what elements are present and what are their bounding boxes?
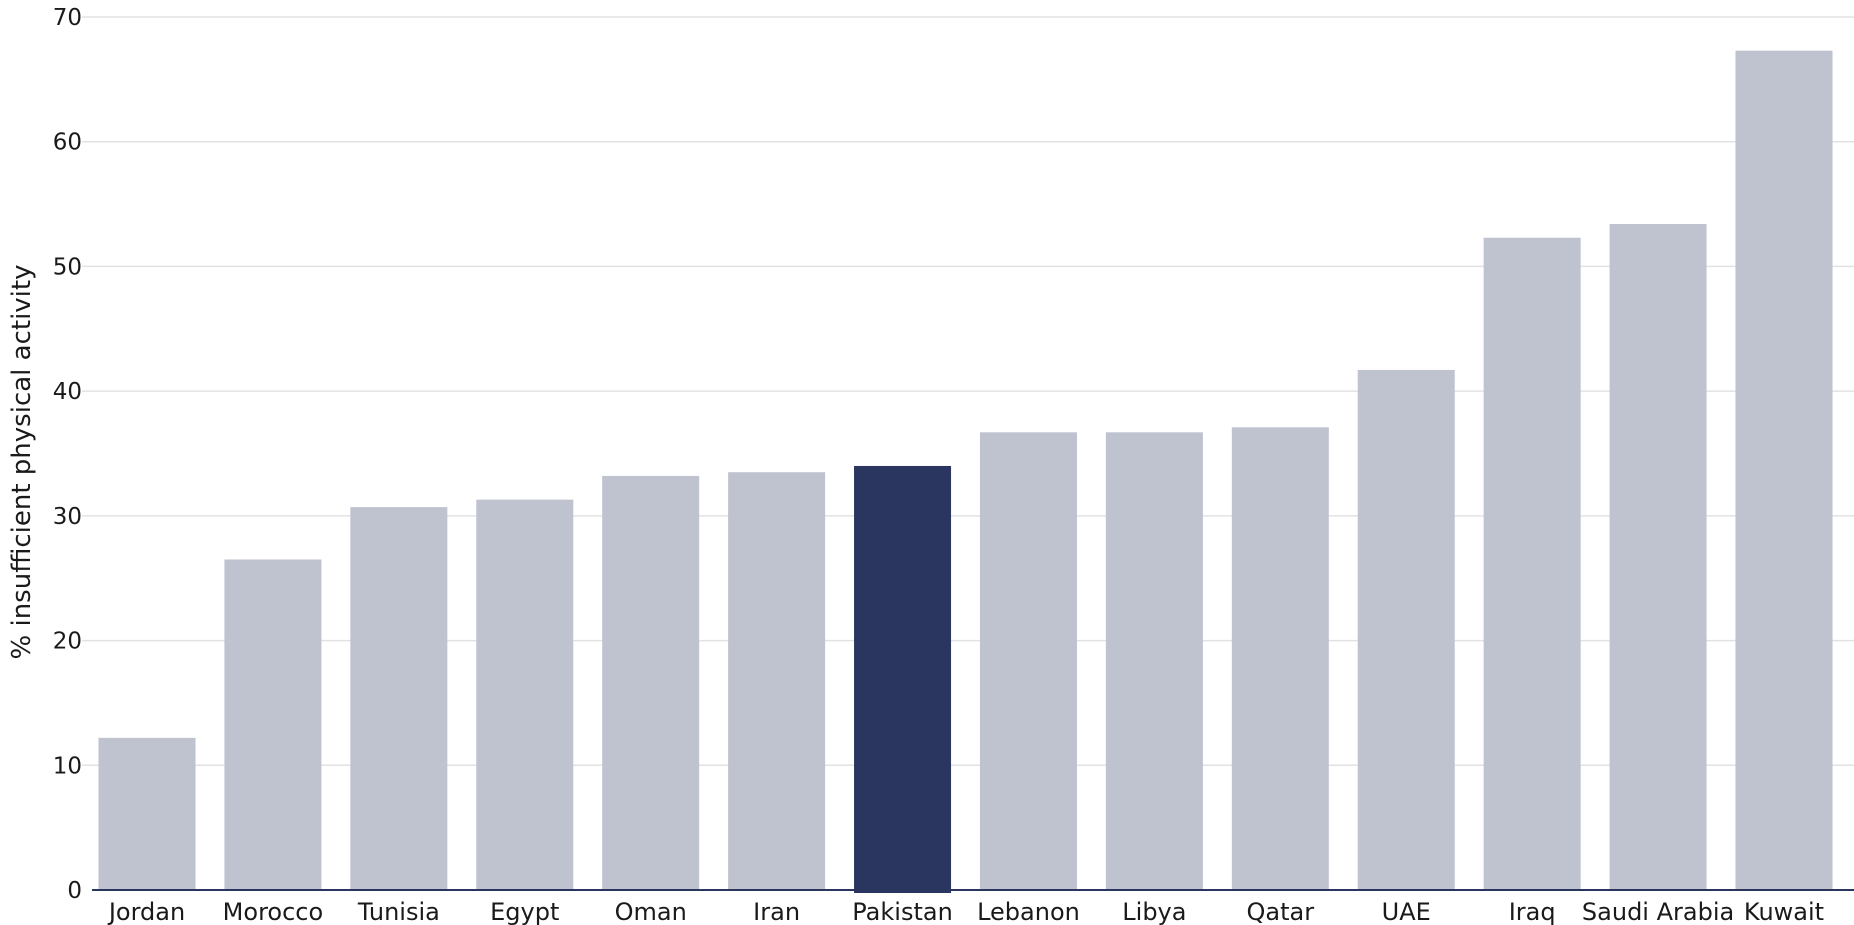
y-tick-label: 50 xyxy=(53,254,82,280)
y-tick-label: 70 xyxy=(53,5,82,31)
x-tick-label: Lebanon xyxy=(977,898,1080,925)
bar-saudi-arabia xyxy=(1609,224,1707,891)
x-tick-label: Qatar xyxy=(1247,898,1315,925)
bar-libya xyxy=(1105,432,1203,890)
y-axis-title: % insufficient physical activity xyxy=(7,265,37,660)
x-axis-labels: Jordan Morocco Tunisia Egypt Oman Iran Pakista… xyxy=(107,898,1824,925)
x-tick-label: Iraq xyxy=(1509,898,1556,925)
y-tick-label: 0 xyxy=(67,878,82,904)
bar-kuwait xyxy=(1735,50,1833,891)
y-tick-label: 40 xyxy=(53,379,82,405)
x-tick-label: Jordan xyxy=(107,898,185,925)
bar-morocco xyxy=(224,559,322,890)
y-tick-label: 30 xyxy=(53,504,82,530)
y-tick-label: 60 xyxy=(53,130,82,156)
x-tick-label: Libya xyxy=(1122,898,1186,925)
y-tick-label: 20 xyxy=(53,629,82,655)
x-tick-label: Pakistan xyxy=(852,898,953,925)
bar-uae xyxy=(1357,369,1455,891)
x-tick-label: Egypt xyxy=(490,898,559,925)
bar-qatar xyxy=(1231,427,1329,890)
x-tick-label: Iran xyxy=(753,898,800,925)
y-axis-ticks: 0 10 20 30 40 50 60 70 xyxy=(53,5,82,904)
x-tick-label: Tunisia xyxy=(357,898,440,925)
x-tick-label: Oman xyxy=(615,898,687,925)
bar-iran xyxy=(728,472,826,890)
x-tick-label: UAE xyxy=(1382,898,1431,925)
bar-oman xyxy=(602,475,700,890)
x-tick-label: Saudi Arabia xyxy=(1582,898,1734,925)
y-tick-label: 10 xyxy=(53,753,82,779)
gridlines xyxy=(82,16,1854,767)
bar-lebanon xyxy=(979,432,1077,890)
bars xyxy=(98,50,1833,893)
bar-egypt xyxy=(476,499,574,890)
bar-pakistan xyxy=(854,465,952,893)
bar-iraq xyxy=(1483,237,1581,891)
bar-tunisia xyxy=(350,507,448,890)
bar-jordan xyxy=(98,737,196,890)
x-tick-label: Morocco xyxy=(223,898,324,925)
x-tick-label: Kuwait xyxy=(1744,898,1824,925)
